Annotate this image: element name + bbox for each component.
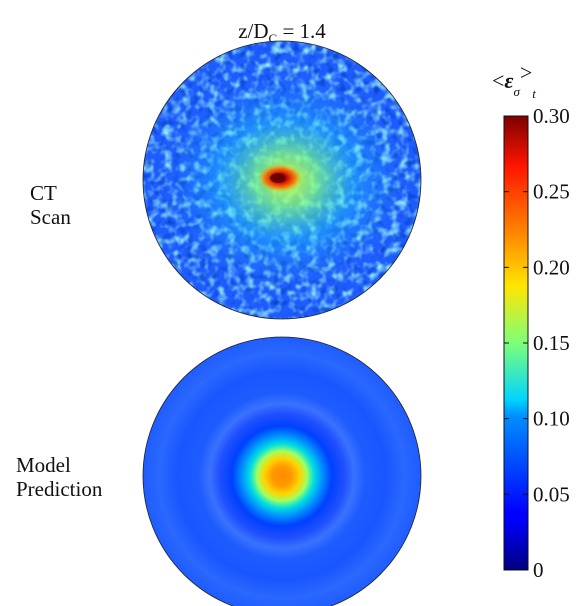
chart-title: z/DC = 1.4 [238,19,326,46]
model-prediction-heatmap [143,337,421,606]
colorbar-tick-label: 0.30 [533,104,570,128]
model-prediction-outline [142,336,422,606]
colorbar: <εσ>t 0 0.05 0.10 0.15 0.20 0.25 0.30 [492,60,570,582]
colorbar-ticks: 0 0.05 0.10 0.15 0.20 0.25 0.30 [504,104,570,582]
colorbar-tick-label: 0.05 [533,482,570,506]
colorbar-tick-label: 0 [533,558,544,582]
colorbar-tick-label: 0.20 [533,255,570,279]
ct-scan-core-dark [270,173,286,183]
ct-scan-outline [142,40,422,320]
panel-label-ct-scan: CT Scan [30,181,71,229]
model-prediction-field [143,337,421,606]
colorbar-tick-label: 0.15 [533,331,570,355]
panel-label-model-prediction: Model Prediction [16,453,103,501]
colorbar-tick-label: 0.10 [533,407,570,431]
colorbar-label: <εσ>t [492,60,536,101]
colorbar-tick-label: 0.25 [533,180,570,204]
ct-scan-heatmap [143,41,421,319]
